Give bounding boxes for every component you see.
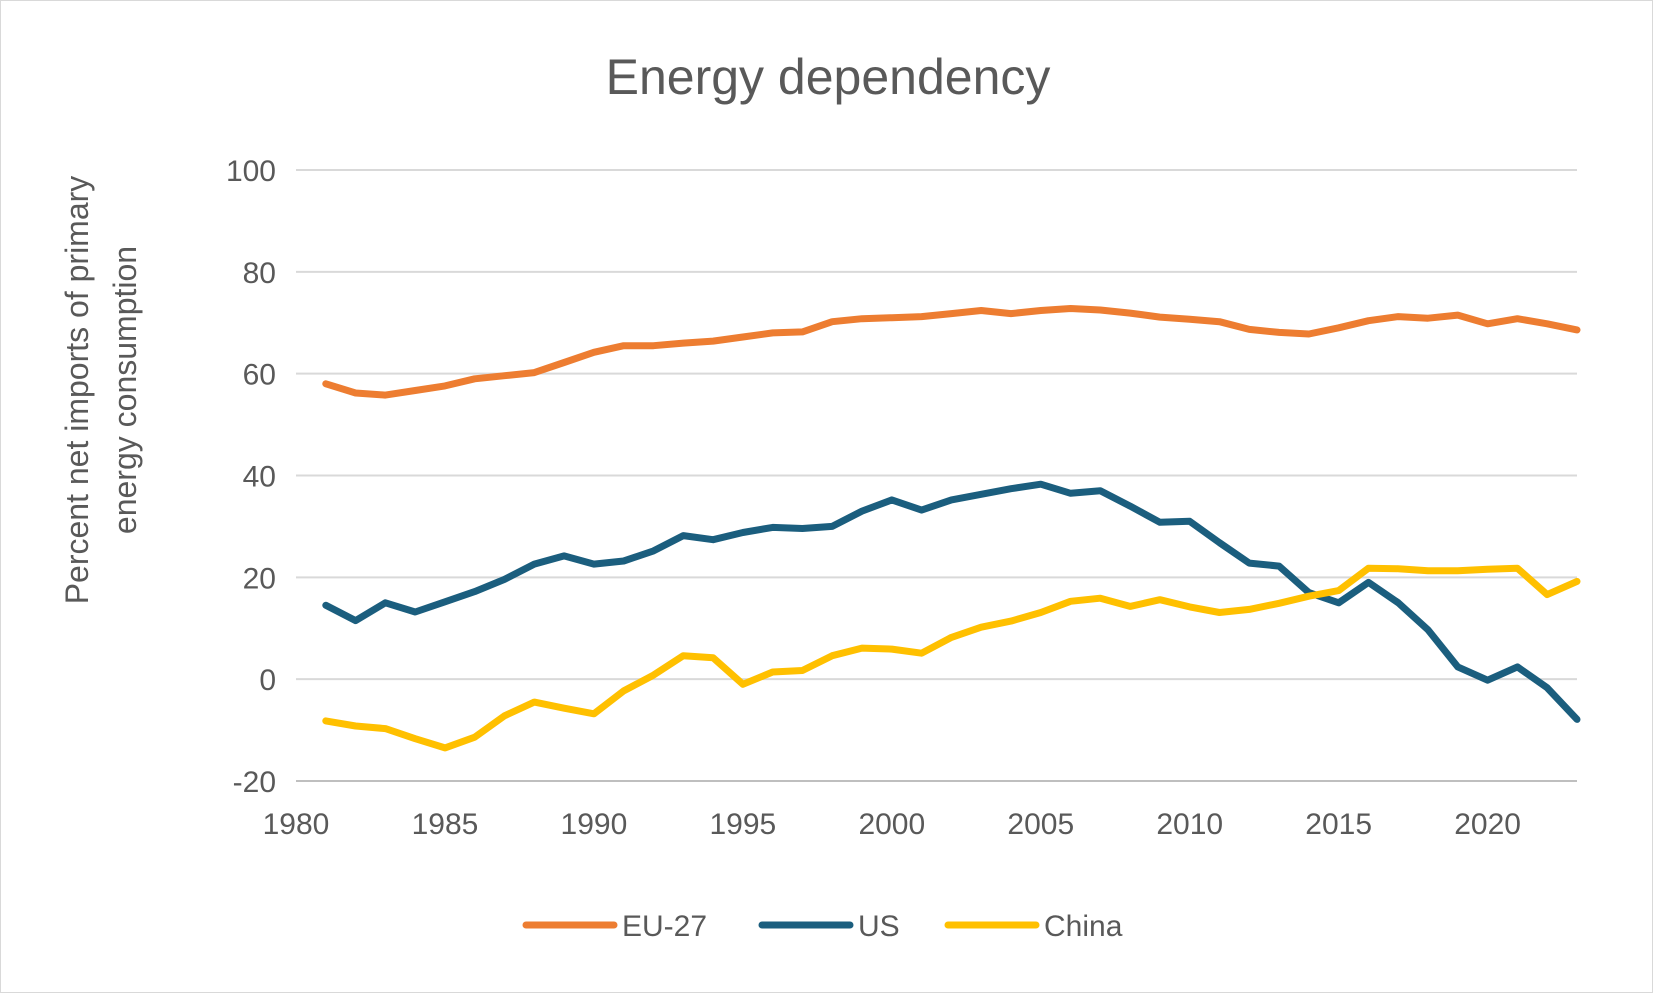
x-tick-label: 2020 (1454, 808, 1521, 841)
x-tick-label: 1985 (412, 808, 479, 841)
y-tick-label: 0 (259, 664, 276, 697)
legend-label: EU-27 (622, 910, 707, 943)
x-tick-label: 2005 (1007, 808, 1074, 841)
series-lines (322, 305, 1581, 752)
series-line-china (322, 564, 1581, 752)
series-line-eu-27 (322, 305, 1581, 399)
gridlines (296, 169, 1577, 681)
x-tick-label: 1990 (561, 808, 628, 841)
legend-item-china: China (944, 910, 1123, 943)
legend-item-eu-27: EU-27 (522, 910, 707, 943)
legend-item-us: US (758, 910, 900, 943)
y-tick-label: 60 (243, 359, 276, 392)
legend: EU-27 US China (522, 910, 1123, 943)
x-tick-label: 1980 (263, 808, 330, 841)
y-tick-label: 100 (226, 155, 276, 188)
y-tick-label: -20 (233, 766, 276, 799)
y-axis-label: Percent net imports of primary energy co… (59, 176, 143, 605)
legend-label: China (1044, 910, 1123, 943)
y-tick-label: 20 (243, 562, 276, 595)
x-tick-label: 1995 (709, 808, 776, 841)
y-axis-label-line-1: Percent net imports of primary (59, 176, 95, 605)
y-tick-labels: -20 0 20 40 60 80 100 (226, 155, 276, 799)
x-tick-label: 2015 (1305, 808, 1372, 841)
legend-label: US (858, 910, 900, 943)
x-tick-label: 2000 (858, 808, 925, 841)
y-tick-label: 80 (243, 257, 276, 290)
x-tick-label: 2010 (1156, 808, 1223, 841)
x-tick-labels: 1980 1985 1990 1995 2000 2005 2010 2015 2020 (263, 808, 1521, 841)
chart-title: Energy dependency (606, 49, 1051, 105)
series-line-us (322, 480, 1581, 723)
y-tick-label: 40 (243, 461, 276, 494)
y-axis-label-line-2: energy consumption (107, 246, 143, 534)
